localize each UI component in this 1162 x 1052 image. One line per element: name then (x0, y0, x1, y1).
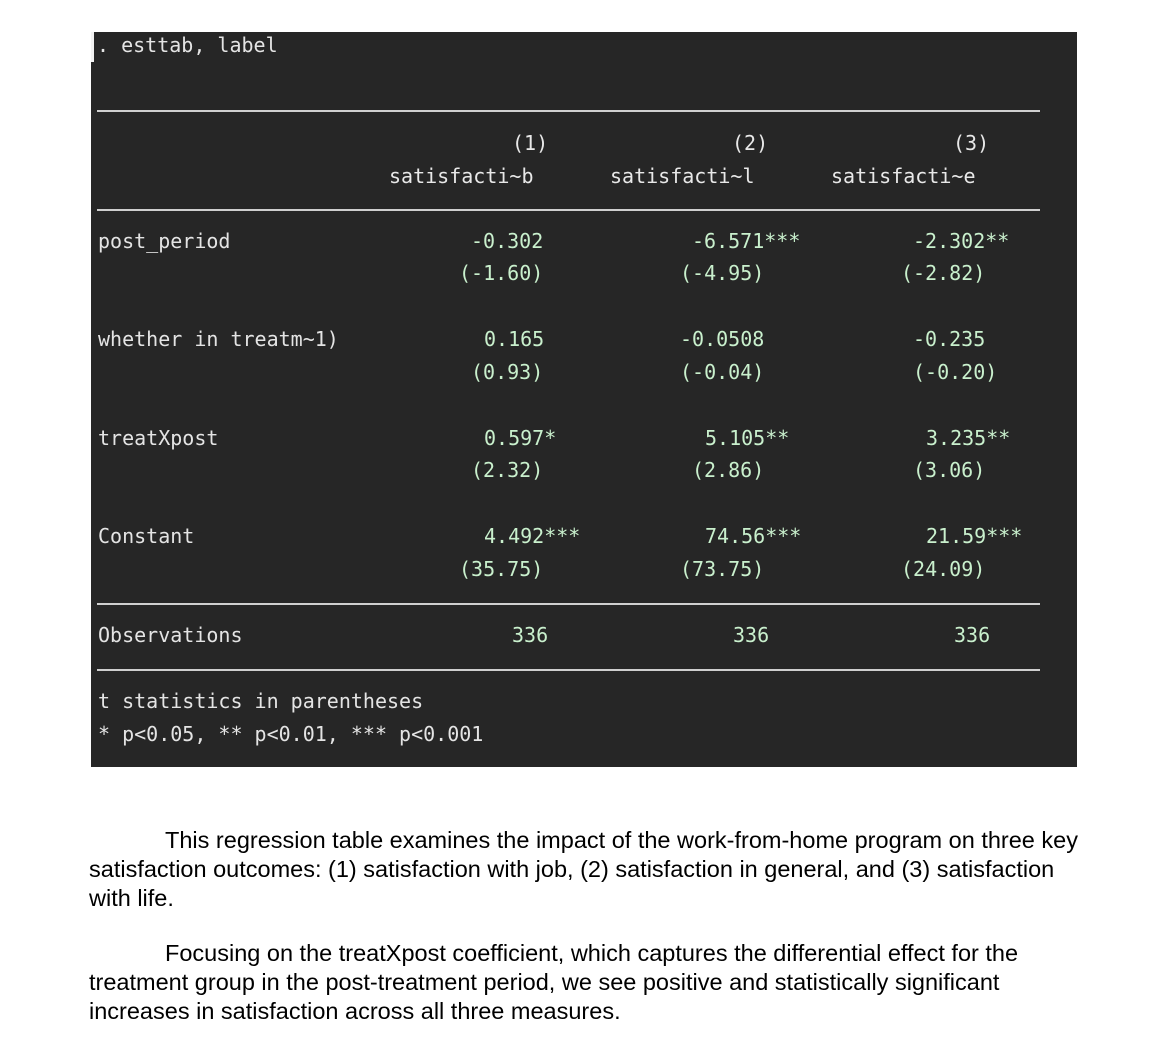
body-rule (97, 603, 1040, 605)
coef-cell: -0.302 (471, 229, 544, 253)
column-name-1: satisfacti~b (389, 164, 534, 188)
coef-cell: 21.59*** (926, 524, 1023, 548)
top-rule (97, 110, 1040, 112)
column-name-3: satisfacti~e (831, 164, 976, 188)
coef-cell: 4.492*** (484, 524, 581, 548)
tstat-cell: (24.09) (901, 557, 986, 581)
row-label-observations: Observations (98, 623, 243, 647)
row-label-post-period: post_period (98, 229, 231, 253)
row-label-treatxpost: treatXpost (98, 426, 219, 450)
coef-cell: -0.235 (913, 327, 986, 351)
tstat-cell: (-0.20) (913, 360, 998, 384)
tstat-cell: (2.86) (692, 458, 765, 482)
coef-cell: 0.165 (484, 327, 545, 351)
coef-cell: 5.105** (705, 426, 790, 450)
row-label-whether-in-treatment: whether in treatm~1) (98, 327, 339, 351)
header-rule (97, 209, 1040, 211)
column-name-2: satisfacti~l (610, 164, 755, 188)
row-label-constant: Constant (98, 524, 195, 548)
tstat-cell: (73.75) (680, 557, 765, 581)
bottom-rule (97, 669, 1040, 671)
coef-cell: -0.0508 (680, 327, 765, 351)
paragraph-intro: This regression table examines the impac… (89, 827, 1078, 911)
tstat-cell: (-4.95) (680, 261, 765, 285)
coef-cell: 74.56*** (705, 524, 802, 548)
stata-results-window: . esttab, label (1) (2) (3) satisfacti~b… (91, 32, 1077, 767)
column-number-3: (3) (953, 131, 990, 155)
coef-cell: -2.302** (913, 229, 1010, 253)
observations-cell: 336 (954, 623, 991, 647)
table-note-significance: * p<0.05, ** p<0.01, *** p<0.001 (98, 722, 484, 746)
column-number-1: (1) (512, 131, 549, 155)
tstat-cell: (-2.82) (901, 261, 986, 285)
tstat-cell: (0.93) (471, 360, 544, 384)
tstat-cell: (35.75) (459, 557, 544, 581)
tstat-cell: (2.32) (471, 458, 544, 482)
tstat-cell: (-1.60) (459, 261, 544, 285)
coef-cell: 0.597* (484, 426, 557, 450)
coef-cell: -6.571*** (692, 229, 801, 253)
tstat-cell: (-0.04) (680, 360, 765, 384)
paragraph-treatxpost: Focusing on the treatXpost coefficient, … (89, 940, 1019, 1024)
window-edge-bar (91, 32, 94, 62)
command-line: . esttab, label (97, 33, 278, 57)
table-note-tstats: t statistics in parentheses (98, 689, 424, 713)
tstat-cell: (3.06) (913, 458, 986, 482)
column-number-2: (2) (732, 131, 769, 155)
coef-cell: 3.235** (926, 426, 1011, 450)
observations-cell: 336 (733, 623, 770, 647)
observations-cell: 336 (512, 623, 549, 647)
